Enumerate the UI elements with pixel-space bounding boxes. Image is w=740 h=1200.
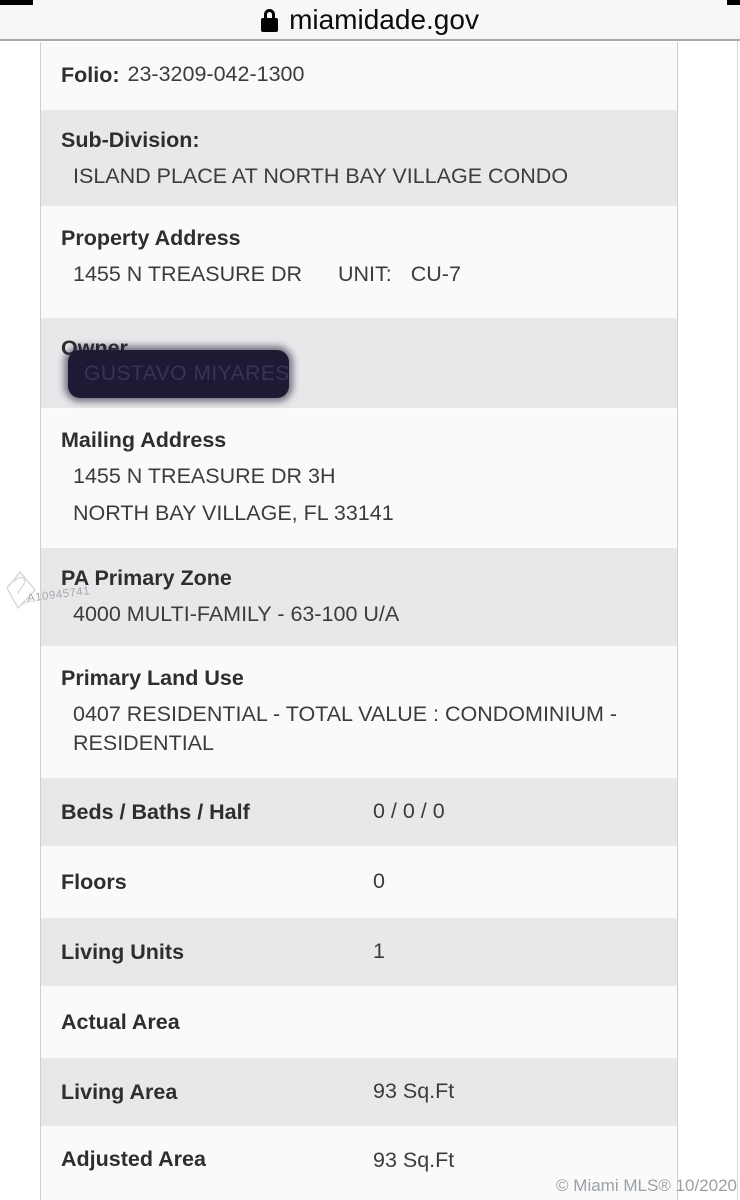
- folio-value: 23-3209-042-1300: [127, 62, 305, 87]
- property-address-label: Property Address: [61, 226, 241, 250]
- floors-label: Floors: [61, 869, 127, 894]
- table-row-property-address: Property Address 1455 N TREASURE DR UNIT…: [41, 208, 677, 316]
- mailing-address-label: Mailing Address: [61, 428, 227, 452]
- property-street: 1455 N TREASURE DR: [73, 261, 303, 286]
- table-row-primary-land-use: Primary Land Use 0407 RESIDENTIAL - TOTA…: [41, 648, 677, 776]
- adjusted-area-value: 93 Sq.Ft: [373, 1148, 455, 1172]
- unit-value: CU-7: [410, 261, 461, 286]
- floors-value: 0: [373, 869, 385, 894]
- unit-label: UNIT:: [338, 261, 392, 286]
- beds-baths-half-value: 0 / 0 / 0: [373, 799, 445, 824]
- url-text: miamidade.gov: [289, 3, 479, 35]
- mailing-address-line1: 1455 N TREASURE DR 3H: [73, 463, 336, 488]
- browser-address-bar[interactable]: miamidade.gov: [0, 0, 740, 41]
- lock-icon: [261, 8, 279, 32]
- table-row-adjusted-area: Adjusted Area 93 Sq.Ft: [41, 1128, 677, 1200]
- table-row-living-area: Living Area 93 Sq.Ft: [41, 1058, 677, 1126]
- table-row-subdivision: Sub-Division: ISLAND PLACE AT NORTH BAY …: [41, 110, 677, 206]
- living-units-label: Living Units: [61, 939, 185, 964]
- mls-watermark-logo-icon: [6, 570, 36, 610]
- mls-credit-watermark: © Miami MLS® 10/2020: [556, 1176, 737, 1195]
- table-row-actual-area: Actual Area: [41, 988, 677, 1056]
- primary-land-use-label: Primary Land Use: [61, 666, 244, 690]
- subdivision-label: Sub-Division:: [61, 128, 200, 152]
- subdivision-value: ISLAND PLACE AT NORTH BAY VILLAGE CONDO: [73, 163, 569, 188]
- living-area-value: 93 Sq.Ft: [373, 1079, 455, 1104]
- table-row-mailing-address: Mailing Address 1455 N TREASURE DR 3H NO…: [41, 410, 677, 546]
- table-row-floors: Floors 0: [41, 848, 677, 916]
- primary-land-use-value: 0407 RESIDENTIAL - TOTAL VALUE : CONDOMI…: [73, 701, 617, 755]
- screen-corner-artifact-right: [727, 0, 740, 5]
- folio-label: Folio:: [61, 62, 120, 87]
- living-area-label: Living Area: [61, 1079, 178, 1104]
- beds-baths-half-label: Beds / Baths / Half: [61, 799, 250, 824]
- pa-primary-zone-label: PA Primary Zone: [61, 566, 232, 590]
- table-row-pa-primary-zone: PA Primary Zone 4000 MULTI-FAMILY - 63-1…: [41, 548, 677, 646]
- screen-corner-artifact-left: [0, 0, 33, 5]
- table-row-owner: Owner GUSTAVO MIYARES: [41, 318, 677, 408]
- adjusted-area-label: Adjusted Area: [61, 1147, 206, 1171]
- pa-primary-zone-value: 4000 MULTI-FAMILY - 63-100 U/A: [73, 601, 400, 626]
- owner-name-redacted-text: GUSTAVO MIYARES: [84, 362, 289, 385]
- table-row-beds-baths-half: Beds / Baths / Half 0 / 0 / 0: [41, 778, 677, 846]
- property-address-value: 1455 N TREASURE DR UNIT: CU-7: [73, 260, 657, 289]
- table-row-living-units: Living Units 1: [41, 918, 677, 986]
- mailing-address-line2: NORTH BAY VILLAGE, FL 33141: [73, 500, 394, 525]
- property-detail-table: Folio: 23-3209-042-1300 Sub-Division: IS…: [40, 42, 678, 1200]
- page-edge-divider: [737, 41, 738, 1200]
- living-units-value: 1: [373, 939, 385, 964]
- actual-area-label: Actual Area: [61, 1009, 180, 1034]
- owner-name-redaction: GUSTAVO MIYARES: [68, 350, 289, 398]
- table-row-folio: Folio: 23-3209-042-1300: [41, 42, 677, 108]
